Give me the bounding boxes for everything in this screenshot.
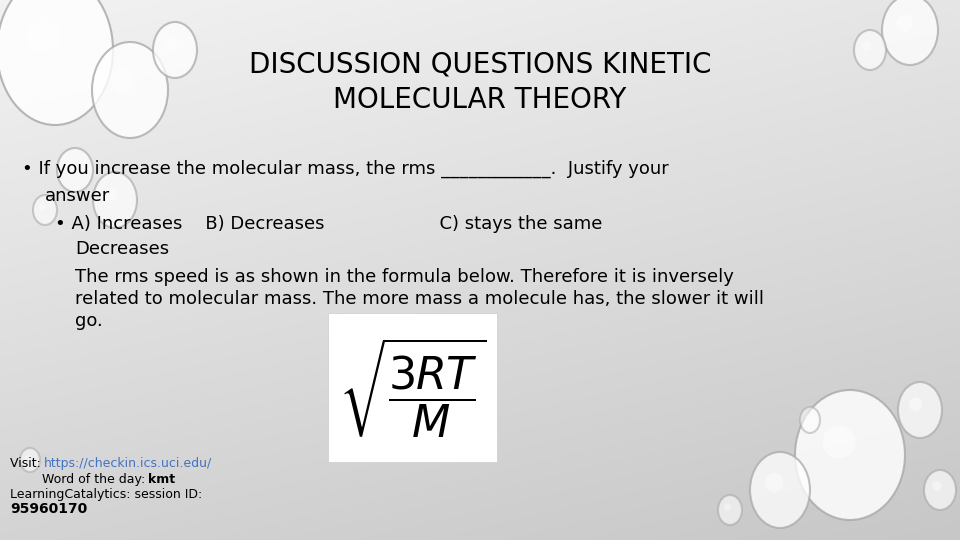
Ellipse shape — [164, 37, 178, 51]
Ellipse shape — [795, 390, 905, 520]
Ellipse shape — [924, 470, 956, 510]
Text: • If you increase the molecular mass, the rms ____________.  Justify your: • If you increase the molecular mass, th… — [22, 160, 669, 178]
Ellipse shape — [909, 397, 923, 411]
Ellipse shape — [153, 22, 197, 78]
Text: Word of the day:: Word of the day: — [10, 473, 149, 486]
Text: go.: go. — [75, 312, 103, 330]
Ellipse shape — [39, 203, 46, 211]
Ellipse shape — [26, 16, 60, 54]
Ellipse shape — [92, 42, 168, 138]
Ellipse shape — [20, 448, 40, 472]
Ellipse shape — [854, 30, 886, 70]
Ellipse shape — [0, 0, 113, 125]
Ellipse shape — [104, 187, 117, 201]
Ellipse shape — [823, 426, 855, 458]
Text: related to molecular mass. The more mass a molecule has, the slower it will: related to molecular mass. The more mass… — [75, 290, 764, 308]
Ellipse shape — [896, 14, 913, 32]
Ellipse shape — [25, 455, 31, 461]
Ellipse shape — [898, 382, 942, 438]
Ellipse shape — [33, 195, 57, 225]
Ellipse shape — [765, 473, 783, 492]
Text: Visit:: Visit: — [10, 457, 45, 470]
Text: DISCUSSION QUESTIONS KINETIC
MOLECULAR THEORY: DISCUSSION QUESTIONS KINETIC MOLECULAR T… — [249, 50, 711, 114]
Text: LearningCatalytics: session ID:: LearningCatalytics: session ID: — [10, 488, 203, 501]
Ellipse shape — [66, 160, 77, 171]
FancyBboxPatch shape — [328, 313, 497, 462]
Ellipse shape — [862, 41, 872, 51]
Ellipse shape — [805, 414, 811, 421]
Ellipse shape — [932, 481, 942, 491]
Ellipse shape — [57, 148, 93, 192]
Ellipse shape — [93, 172, 137, 228]
Text: The rms speed is as shown in the formula below. Therefore it is inversely: The rms speed is as shown in the formula… — [75, 268, 733, 286]
Text: https://checkin.ics.uci.edu/: https://checkin.ics.uci.edu/ — [44, 457, 212, 470]
Ellipse shape — [724, 503, 732, 511]
Ellipse shape — [750, 452, 810, 528]
Ellipse shape — [111, 69, 133, 92]
Ellipse shape — [882, 0, 938, 65]
Ellipse shape — [800, 407, 820, 433]
Text: answer: answer — [45, 187, 110, 205]
Text: 95960170: 95960170 — [10, 502, 87, 516]
Text: kmt: kmt — [148, 473, 175, 486]
Text: Decreases: Decreases — [75, 240, 169, 258]
Text: $\sqrt{\dfrac{3RT}{M}}$: $\sqrt{\dfrac{3RT}{M}}$ — [339, 336, 487, 440]
Ellipse shape — [718, 495, 742, 525]
Text: • A) Increases    B) Decreases                    C) stays the same: • A) Increases B) Decreases C) stays the… — [55, 215, 602, 233]
